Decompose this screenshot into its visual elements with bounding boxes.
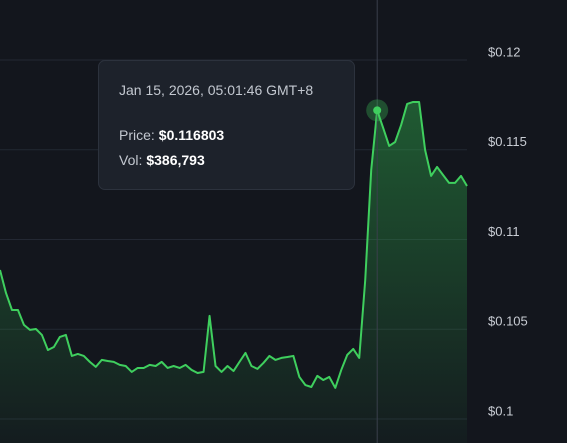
y-tick-label: $0.115 [488,134,527,149]
area [0,101,467,443]
line [0,100,468,389]
y-tick-label: $0.1 [488,403,513,418]
y-tick-label: $0.11 [488,224,520,239]
vol-label: Vol: [119,152,143,168]
y-tick-label: $0.105 [488,314,528,329]
price-label: Price: [119,127,155,143]
tooltip-time: Jan 15, 2026, 05:01:46 GMT+8 [119,82,314,98]
vol-value: $386,793 [146,152,205,168]
price-value: $0.116803 [158,127,225,143]
hover-point [373,106,382,115]
tooltip: Jan 15, 2026, 05:01:46 GMT+8 Price: $0.11… [98,60,355,190]
y-tick-label: $0.12 [488,44,521,59]
